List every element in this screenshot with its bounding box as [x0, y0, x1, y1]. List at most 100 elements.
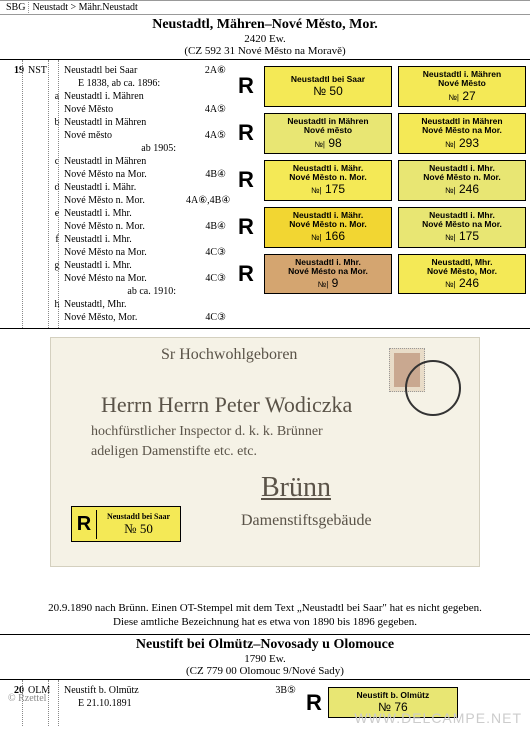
item-l2: ab ca. 1910: [62, 285, 186, 298]
list-item: h Neustadtl, Mhr. [4, 298, 230, 311]
label-text: Neustadtl i. Mähr.Nové Mĕsto n. Mor. [269, 164, 387, 183]
label-num: № 50 [269, 85, 387, 98]
cover-line2: Herrn Herrn Peter Wodiczka [101, 392, 352, 418]
item-l2: Nové Město n. Mor. [62, 194, 186, 207]
r-badge: R [234, 254, 258, 295]
entry-sub: E 1838, ab ca. 1896: [62, 77, 186, 90]
item-code: 4A⑤ [186, 103, 230, 116]
list-item: g Neustadtl i. Mhr. [4, 259, 230, 272]
item-l2: ab 1905: [62, 142, 186, 155]
copyright: © Rzettel [8, 693, 46, 704]
label-text: Neustadtl in MährenNové mĕsto [269, 117, 387, 136]
item-l2: Nové Město na Mor. [62, 246, 186, 259]
caption-l2: Diese amtliche Bezeichnung hat es etwa v… [20, 615, 510, 629]
item-l2: Nové Město n. Mor. [62, 220, 186, 233]
section2-title: Neustift bei Olmütz–Novosady u Olomouce [0, 637, 530, 653]
item-key: g [52, 259, 62, 272]
item-key: d [52, 181, 62, 194]
list-item: a Neustadtl i. Mähren [4, 90, 230, 103]
list-item-sub: ab 1905: [4, 142, 230, 155]
cover-label-r: R [72, 513, 96, 536]
list-item: f Neustadtl i. Mhr. [4, 233, 230, 246]
item-code [186, 142, 230, 155]
item-code: 4C③ [186, 246, 230, 259]
item-l2: Nové město [62, 129, 186, 142]
item-code: 4C③ [186, 311, 230, 324]
label-text: Neustadtl i. Mhr.Nové Mésto na Mor. [269, 258, 387, 277]
item-l1: Neustadtl i. Mhr. [62, 207, 186, 220]
cover-caption: 20.9.1890 nach Brünn. Einen OT-Stempel m… [0, 599, 530, 634]
label-num: №| 293 [403, 137, 521, 150]
item-l1: Neustadtl i. Mhr. [62, 259, 186, 272]
section2-pop: 1790 Ew. [0, 653, 530, 665]
section2-loc: (CZ 779 00 Olomouc 9/Nové Sady) [0, 665, 530, 677]
registration-label: Neustadtl, Mhr.Nové Mĕsto, Mor. №| 246 [398, 254, 526, 295]
section1-content: 19 NST Neustadtl bei Saar 2A⑥ E 1838, ab… [0, 60, 530, 329]
r-badge: R [234, 66, 258, 107]
cover-area: Sr Hochwohlgeboren Herrn Herrn Peter Wod… [0, 329, 530, 599]
item-code: 4B④ [186, 220, 230, 233]
watermark: WWW.DELCAMPE.NET [354, 710, 522, 726]
cover-dest: Brünn [261, 472, 331, 504]
r-badge: R [234, 113, 258, 154]
labels-column: RNeustadtl bei Saar № 50Neustadtl i. Mäh… [230, 60, 530, 328]
item-code: 4C③ [186, 272, 230, 285]
item-l1: Neustadtl i. Mähr. [62, 181, 186, 194]
cover-label-top: Neustadtl bei Saar [99, 512, 178, 521]
label-num: №| 175 [269, 183, 387, 196]
item-l2: Nové Mésto na Mor. [62, 272, 186, 285]
list-item-sub: Nové Město, Mor. 4C③ [4, 311, 230, 324]
entry-code: 2A⑥ [186, 64, 230, 77]
list-item-sub: Nové Město 4A⑤ [4, 103, 230, 116]
item-key: e [52, 207, 62, 220]
label-text: Neustadtl i. Mhr.Nové Mĕsto na Mor. [403, 211, 521, 230]
list-item-sub: ab ca. 1910: [4, 285, 230, 298]
registration-label: Neustadtl in MährenNové mĕsto №| 98 [264, 113, 392, 154]
label-num: №| 166 [269, 230, 387, 243]
registration-label: Neustadtl bei Saar № 50 [264, 66, 392, 107]
item-l1: Neustadtl in Mähren [62, 155, 186, 168]
list-item-sub: Nové Město na Mor. 4B④ [4, 168, 230, 181]
r-badge: R [234, 207, 258, 248]
cover-line4: adeligen Damenstifte etc. etc. [91, 444, 257, 460]
list-item-sub: Nové Město na Mor. 4C③ [4, 246, 230, 259]
registration-label: Neustadtl i. Mhr.Nové Mésto na Mor. №| 9 [264, 254, 392, 295]
list-item: d Neustadtl i. Mähr. [4, 181, 230, 194]
label-num: №| 175 [403, 230, 521, 243]
item-l1: Neustadtl i. Mähren [62, 90, 186, 103]
registration-label: Neustadtl i. MährenNové Mĕsto №| 27 [398, 66, 526, 107]
label-num: №| 98 [269, 137, 387, 150]
entry2-sub: E 21.10.1891 [62, 697, 256, 710]
item-l1: Neustadtl, Mhr. [62, 298, 186, 311]
label-num: №| 246 [403, 183, 521, 196]
cover-dest2: Damenstiftsgebäude [241, 512, 372, 530]
item-key: f [52, 233, 62, 246]
header-path: Neustadt > Mähr.Neustadt [32, 2, 137, 13]
r-badge: R [306, 690, 322, 716]
section1-pop: 2420 Ew. [0, 33, 530, 45]
s2-label-top: Neustift b. Olmütz [333, 691, 453, 700]
registration-label: Neustadtl in MährenNové Mĕsto na Mor. №|… [398, 113, 526, 154]
section1-title-bar: Neustadtl, Mähren–Nové Město, Mor. 2420 … [0, 15, 530, 60]
listing-column: 19 NST Neustadtl bei Saar 2A⑥ E 1838, ab… [0, 60, 230, 328]
list-item-sub: Nové Město n. Mor. 4A⑥,4B④ [4, 194, 230, 207]
entry-main: Neustadtl bei Saar [62, 64, 186, 77]
section2-title-bar: Neustift bei Olmütz–Novosady u Olomouce … [0, 635, 530, 680]
item-key: b [52, 116, 62, 129]
label-text: Neustadtl i. Mhr.Nové Mĕsto n. Mor. [403, 164, 521, 183]
registration-label: Neustadtl i. Mähr.Nové Mĕsto n. Mor. №| … [264, 207, 392, 248]
registration-label: Neustadtl i. Mähr.Nové Mĕsto n. Mor. №| … [264, 160, 392, 201]
cover-reg-label: R Neustadtl bei Saar № 50 [71, 506, 181, 542]
postmark-circle [405, 360, 461, 416]
cover-line3: hochfürstlicher Inspector d. k. k. Brünn… [91, 424, 323, 440]
item-l1: Neustadtl i. Mhr. [62, 233, 186, 246]
registration-label: Neustadtl i. Mhr.Nové Mĕsto na Mor. №| 1… [398, 207, 526, 248]
item-l2: Nové Město [62, 103, 186, 116]
label-text: Neustadtl i. MährenNové Mĕsto [403, 70, 521, 89]
list-item-sub: Nové město 4A⑤ [4, 129, 230, 142]
item-key: a [52, 90, 62, 103]
list-item-sub: Nové Město n. Mor. 4B④ [4, 220, 230, 233]
list-item-sub: Nové Mésto na Mor. 4C③ [4, 272, 230, 285]
item-key: h [52, 298, 62, 311]
label-text: Neustadtl, Mhr.Nové Mĕsto, Mor. [403, 258, 521, 277]
